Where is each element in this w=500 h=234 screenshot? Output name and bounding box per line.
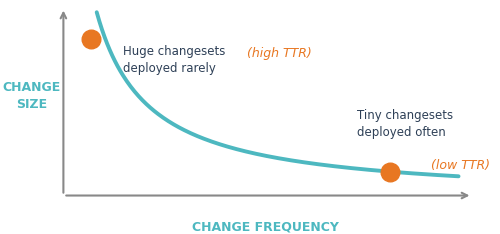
FancyArrowPatch shape — [60, 13, 66, 193]
Text: CHANGE FREQUENCY: CHANGE FREQUENCY — [192, 221, 339, 234]
Text: (high TTR): (high TTR) — [247, 47, 312, 60]
Text: Huge changesets
deployed rarely: Huge changesets deployed rarely — [123, 45, 226, 76]
Text: CHANGE
SIZE: CHANGE SIZE — [2, 81, 60, 111]
Text: Tiny changesets
deployed often: Tiny changesets deployed often — [358, 109, 454, 139]
FancyArrowPatch shape — [66, 193, 467, 198]
Text: (low TTR): (low TTR) — [431, 160, 490, 172]
Point — [386, 170, 394, 174]
Point — [87, 37, 95, 41]
